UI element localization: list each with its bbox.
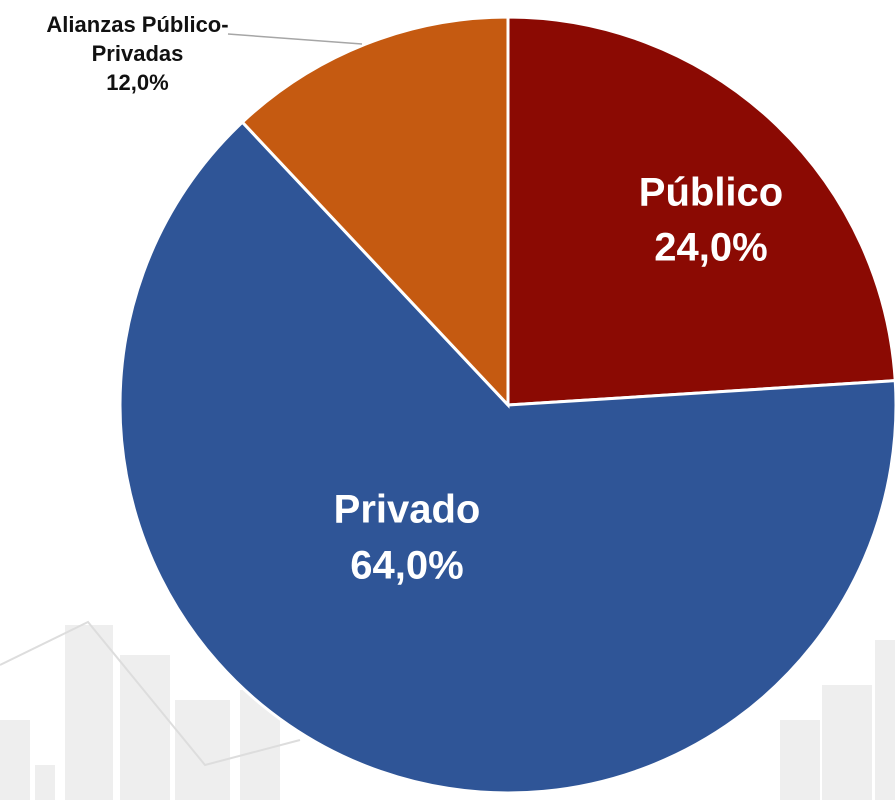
pie-slice xyxy=(118,120,895,795)
slice-label: Alianzas Público-Privadas xyxy=(46,12,229,66)
slice-value-label: 12,0% xyxy=(106,70,169,95)
slice-label: Público xyxy=(639,171,783,215)
leader-line xyxy=(227,33,363,45)
slice-label: Privado xyxy=(334,488,481,532)
slice-value-label: 24,0% xyxy=(654,226,767,270)
pie-slice xyxy=(506,15,895,407)
pie-slice xyxy=(240,15,510,409)
background-decoration xyxy=(0,620,895,800)
outside-label: Alianzas Público-Privadas 12,0% xyxy=(0,10,275,97)
slice-value-label: 64,0% xyxy=(350,544,463,588)
